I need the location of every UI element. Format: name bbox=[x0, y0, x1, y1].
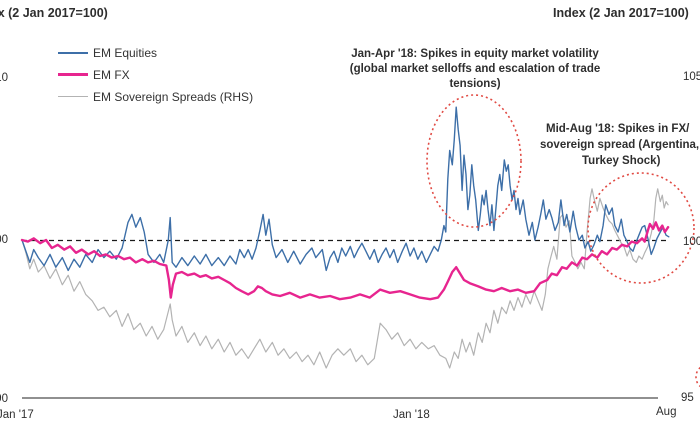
legend-item-em-fx: EM FX bbox=[58, 66, 130, 83]
em-equities-line bbox=[21, 106, 670, 272]
legend-label-em-equities: EM Equities bbox=[93, 45, 158, 60]
legend-item-em-equities: EM Equities bbox=[58, 44, 157, 61]
left-axis-title: Index (2 Jan 2017=100) bbox=[0, 6, 108, 20]
em-fx-line-swatch bbox=[58, 73, 88, 76]
right-axis-tick-95: 95 bbox=[681, 392, 694, 404]
legend-label-em-fx: EM FX bbox=[93, 67, 130, 82]
jan-apr-annotation-line3: tensions) bbox=[449, 78, 501, 90]
em-sovereign-spreads-line bbox=[21, 188, 669, 369]
x-axis-label-aug: Aug bbox=[656, 406, 677, 418]
legend-label-em-sovereign-spreads: EM Sovereign Spreads (RHS) bbox=[93, 89, 254, 104]
mid-aug-annotation-line2: sovereign spread (Argentina, bbox=[540, 139, 700, 151]
jan-apr-annotation-ellipse bbox=[426, 94, 522, 228]
em-equities-line-swatch bbox=[58, 51, 88, 54]
jan-apr-annotation-line1: Jan-Apr '18: Spikes in equity market vol… bbox=[351, 48, 599, 60]
jan-apr-annotation-line2: (global market selloffs and escalation o… bbox=[349, 63, 601, 75]
em-fx-line bbox=[20, 221, 670, 301]
em-sovereign-spreads-line-swatch bbox=[58, 95, 88, 98]
mid-aug-annotation-line3: Turkey Shock) bbox=[582, 155, 661, 167]
x-axis-label-jan18: Jan '18 bbox=[393, 409, 430, 421]
right-axis-title: Index (2 Jan 2017=100) bbox=[553, 6, 689, 20]
legend-item-em-sovereign-spreads: EM Sovereign Spreads (RHS) bbox=[58, 88, 253, 105]
mid-aug-annotation-line1: Mid-Aug '18: Spikes in FX/ bbox=[546, 123, 690, 135]
mid-aug-annotation-ellipse bbox=[587, 172, 695, 284]
right-axis-tick-105: 105 bbox=[683, 71, 700, 83]
right-axis-tick-100: 100 bbox=[683, 236, 700, 248]
edge-ellipse-fragment bbox=[695, 366, 700, 388]
left-axis-tick-110: 110 bbox=[0, 72, 8, 84]
left-axis-tick-90: 90 bbox=[0, 393, 8, 405]
x-axis-label-jan17: Jan '17 bbox=[0, 409, 34, 421]
left-axis-tick-100: 100 bbox=[0, 234, 8, 246]
jan-apr-annotation: Jan-Apr '18: Spikes in equity market vol… bbox=[330, 47, 620, 92]
